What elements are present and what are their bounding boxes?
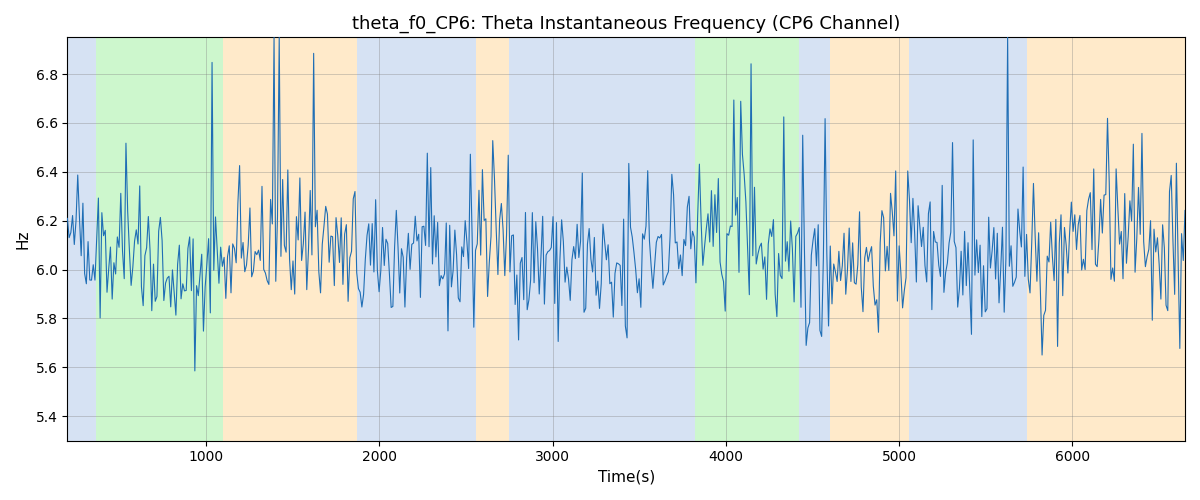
Title: theta_f0_CP6: Theta Instantaneous Frequency (CP6 Channel): theta_f0_CP6: Theta Instantaneous Freque… xyxy=(352,15,900,34)
Y-axis label: Hz: Hz xyxy=(16,230,30,249)
X-axis label: Time(s): Time(s) xyxy=(598,470,655,485)
Bar xyxy=(356,38,476,440)
Bar xyxy=(829,38,910,440)
Bar xyxy=(695,38,799,440)
Bar xyxy=(67,38,96,440)
Bar xyxy=(799,38,829,440)
Bar xyxy=(1027,38,1186,440)
Bar xyxy=(910,38,1027,440)
Bar xyxy=(223,38,356,440)
Bar xyxy=(476,38,509,440)
Bar xyxy=(509,38,695,440)
Bar xyxy=(96,38,223,440)
